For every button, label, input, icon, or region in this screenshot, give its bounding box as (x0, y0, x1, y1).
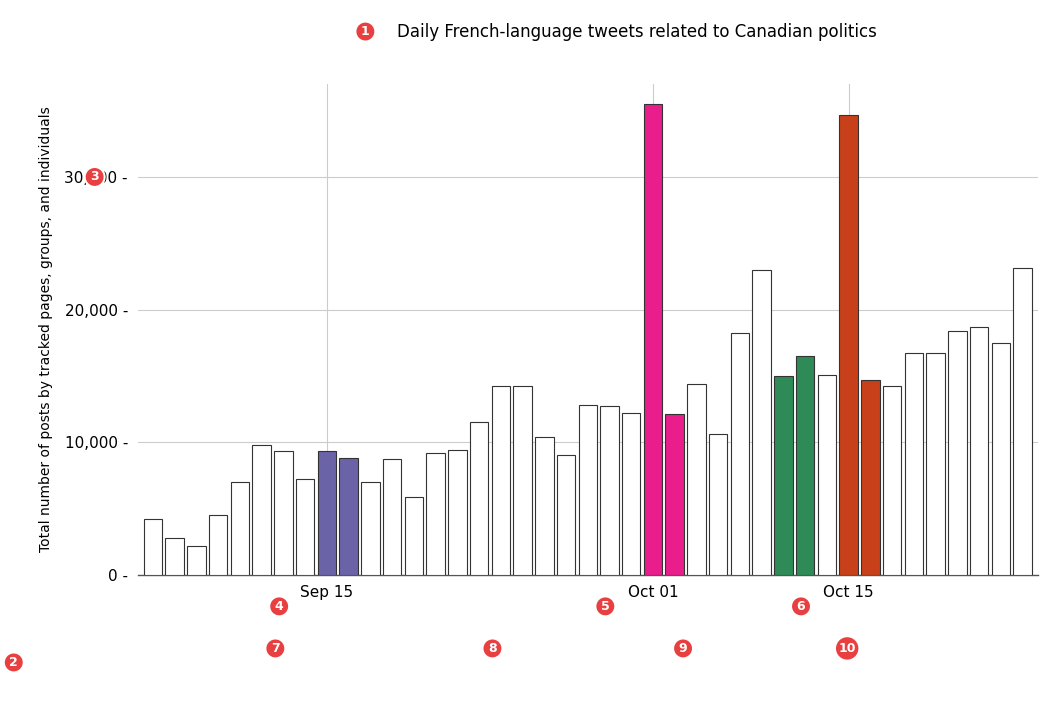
Bar (840, 115, 858, 575)
Text: 8: 8 (488, 642, 497, 655)
Bar (405, 496, 423, 575)
Bar (991, 343, 1010, 575)
Bar (600, 407, 618, 575)
Bar (295, 479, 315, 575)
Bar (904, 353, 923, 575)
Text: 5: 5 (600, 600, 610, 613)
Bar (252, 445, 271, 575)
Bar (514, 386, 532, 575)
Bar (731, 334, 749, 575)
Bar (948, 331, 967, 575)
Bar (927, 353, 945, 575)
Bar (382, 459, 401, 575)
Text: 2: 2 (10, 656, 18, 669)
Bar (557, 456, 575, 575)
Bar (622, 413, 641, 575)
Bar (796, 356, 814, 575)
Bar (1013, 268, 1031, 575)
Bar (708, 434, 728, 575)
Bar (970, 327, 988, 575)
Text: 9: 9 (679, 642, 687, 655)
Bar (209, 515, 228, 575)
Bar (187, 545, 205, 575)
Bar (687, 384, 705, 575)
Bar (274, 451, 292, 575)
Text: 10: 10 (839, 642, 856, 655)
Bar (448, 450, 467, 575)
Bar (427, 453, 445, 575)
Y-axis label: Total number of posts by tracked pages, groups, and individuals: Total number of posts by tracked pages, … (39, 107, 53, 552)
Text: Daily French-language tweets related to Canadian politics: Daily French-language tweets related to … (397, 22, 877, 41)
Text: 3: 3 (90, 170, 98, 184)
Text: 6: 6 (796, 600, 805, 613)
Bar (861, 380, 880, 575)
Bar (361, 482, 379, 575)
Bar (165, 538, 184, 575)
Bar (318, 451, 336, 575)
Bar (883, 386, 901, 575)
Bar (665, 414, 684, 575)
Bar (578, 405, 597, 575)
Bar (491, 386, 510, 575)
Bar (339, 458, 358, 575)
Bar (231, 482, 249, 575)
Bar (144, 519, 162, 575)
Bar (535, 437, 554, 575)
Bar (753, 270, 771, 575)
Text: 7: 7 (271, 642, 280, 655)
Bar (470, 422, 488, 575)
Bar (818, 374, 837, 575)
Bar (644, 104, 662, 575)
Text: 4: 4 (274, 600, 284, 613)
Text: 1: 1 (361, 25, 370, 38)
Bar (774, 376, 793, 575)
